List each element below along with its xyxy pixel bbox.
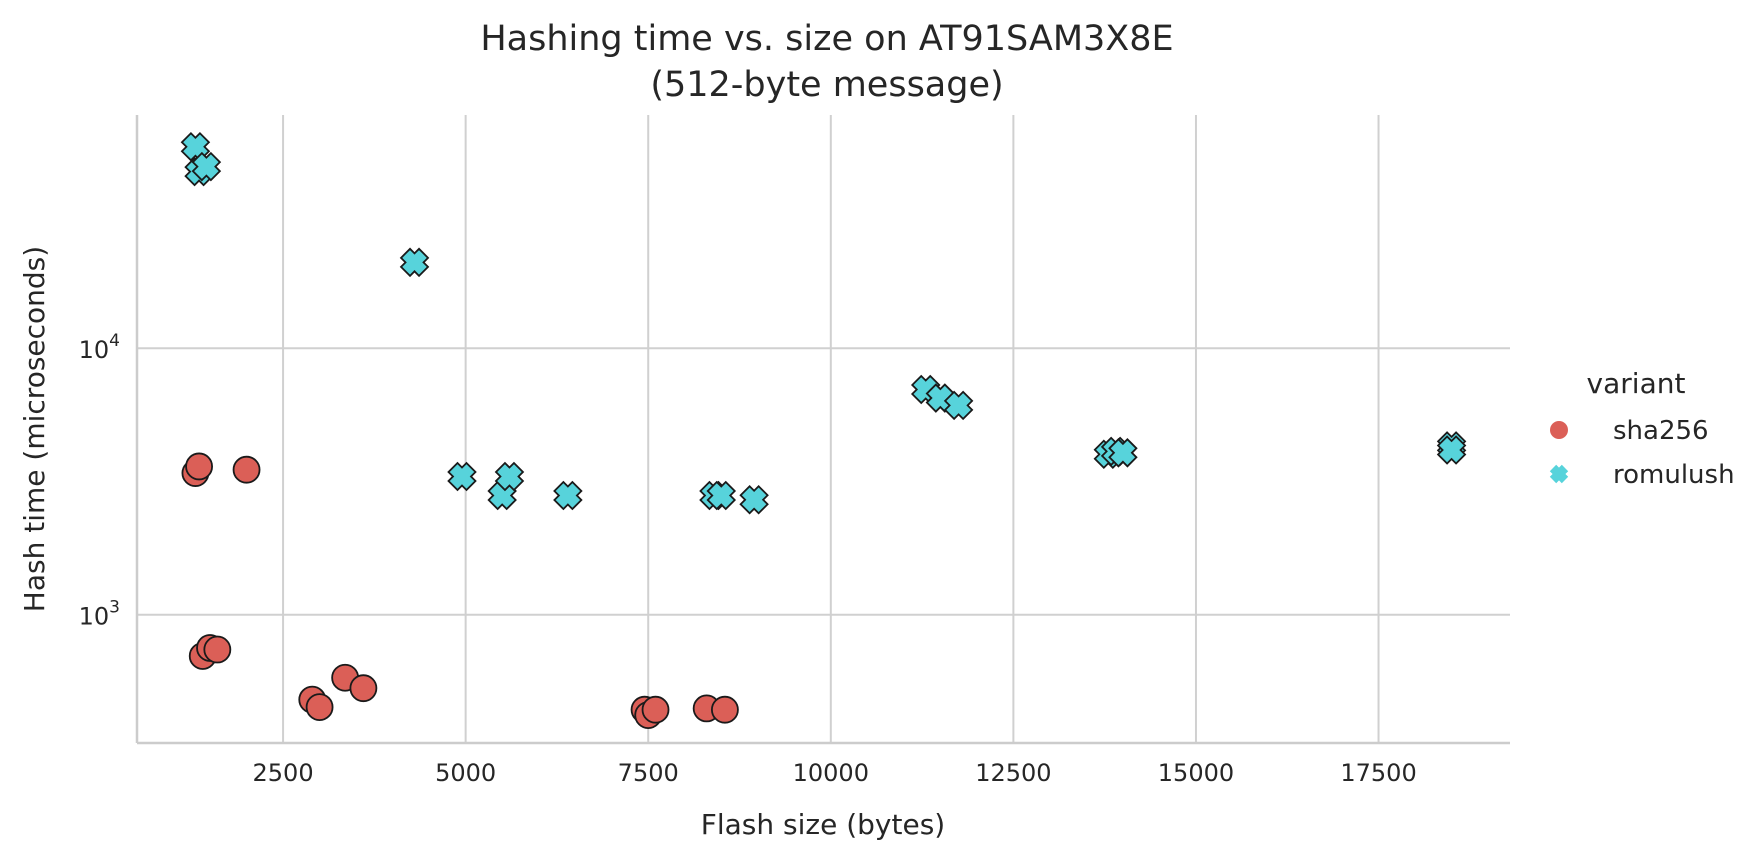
legend-label-romulush: romulush [1613,460,1735,490]
axes-spines [135,115,1510,745]
chart-title-line1: Hashing time vs. size on AT91SAM3X8E [480,19,1173,59]
x-tick-label: 17500 [1340,759,1416,787]
romulush-point [706,480,737,511]
x-tick-label: 2500 [253,759,314,787]
data-points [180,131,1467,729]
legend-title: variant [1587,367,1686,400]
romulush-point [399,247,430,278]
x-tick-label: 5000 [435,759,496,787]
sha256-point [232,455,261,484]
romulush-point [447,461,477,492]
romulush-point [739,484,769,515]
legend-entries: sha256 romulush [1549,416,1735,490]
romulush-point [943,390,974,421]
sha256-point [349,674,378,703]
x-axis-label: Flash size (bytes) [701,808,945,841]
legend-label-sha256: sha256 [1613,416,1709,446]
romulush-point [494,461,525,492]
romulush-point [191,151,222,182]
x-tick-label: 10000 [793,759,869,787]
legend-marker-romulush [1549,464,1569,484]
chart-title-line2: (512-byte message) [650,65,1003,105]
x-tick-label: 7500 [618,759,679,787]
y-tick-label: 103 [79,598,120,631]
legend: variant sha256 romulush [1549,367,1735,490]
romulush-point [553,480,583,511]
grid [137,115,1510,743]
x-tick-label: 15000 [1158,759,1234,787]
legend-marker-sha256 [1550,421,1568,439]
x-tick-label: 12500 [975,759,1051,787]
romulush-point [1436,435,1467,465]
chart-title: Hashing time vs. size on AT91SAM3X8E (51… [480,19,1173,105]
sha256-point [641,695,670,724]
y-tick-label: 104 [79,331,120,364]
sha256-point [203,635,232,664]
y-axis-label: Hash time (microseconds) [18,246,51,612]
x-tick-labels: 2500 5000 7500 10000 12500 15000 17500 [253,759,1417,787]
sha256-point [185,452,213,481]
y-tick-labels: 103 104 [79,331,120,630]
sha256-point [711,695,739,724]
romulush-point [1108,438,1138,468]
sha256-point [305,693,334,722]
